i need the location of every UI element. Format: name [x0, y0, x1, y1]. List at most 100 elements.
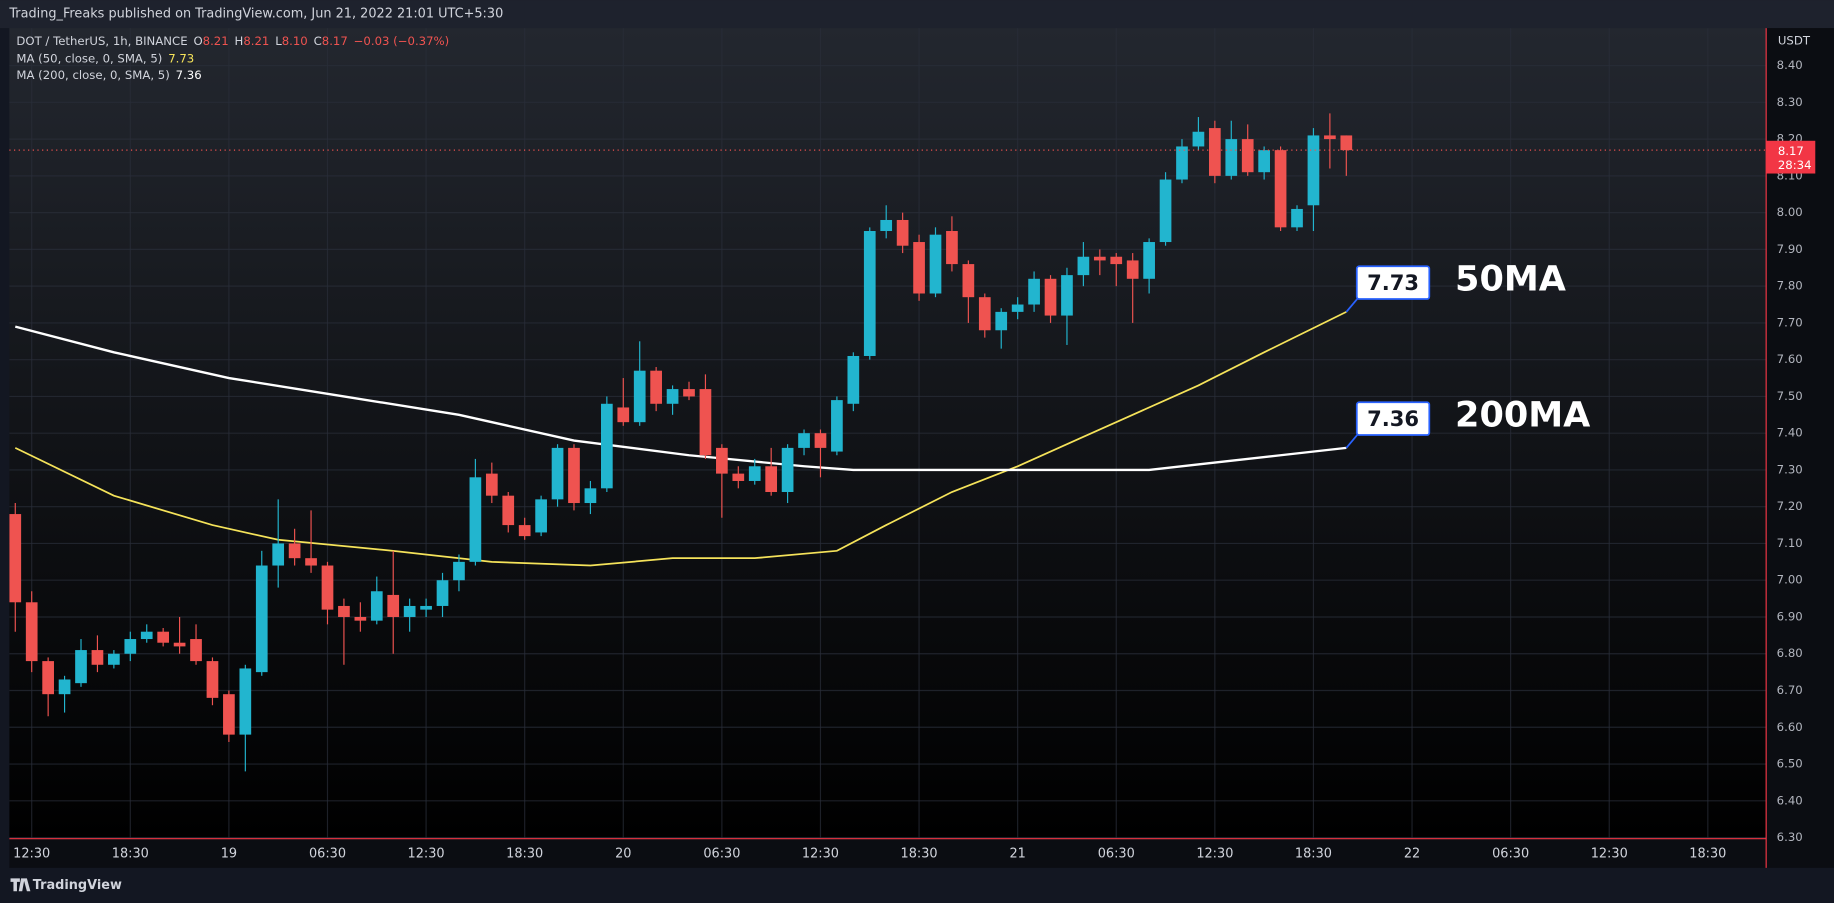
candle-body [25, 602, 38, 662]
legend-ma-name: MA (200, close, 0, SMA, 5) [16, 67, 169, 81]
y-tick-label: 7.40 [1777, 426, 1803, 440]
candle-body [633, 370, 646, 423]
candle-body [683, 389, 695, 397]
legend-ma-value: 7.36 [176, 67, 202, 81]
candle-body [157, 631, 170, 643]
time-axis-area [9, 838, 1767, 868]
candle-body [387, 594, 400, 617]
candle-body [469, 477, 482, 562]
candle-body [1225, 139, 1238, 176]
candle-body [1192, 131, 1205, 147]
candle-body [1028, 278, 1040, 305]
candle-body [831, 400, 843, 452]
candle-body [91, 650, 104, 665]
source-text: Trading_Freaks published on TradingView.… [8, 7, 503, 22]
candle-body [1209, 128, 1221, 176]
candle-body [1291, 208, 1303, 228]
candle-body [305, 558, 317, 566]
x-tick-label: 18:30 [901, 846, 938, 861]
candle-body [239, 668, 252, 735]
last-price-label: 8.17 [1778, 144, 1804, 158]
y-tick-label: 7.60 [1777, 352, 1803, 366]
callout-value: 7.36 [1367, 406, 1419, 431]
header-bar [0, 0, 1834, 29]
ohlc-value: 8.21 [203, 33, 229, 47]
x-tick-label: 20 [615, 846, 631, 861]
y-tick-label: 7.30 [1777, 462, 1803, 476]
brand-logo [10, 878, 31, 892]
x-tick-label: 06:30 [1098, 846, 1135, 861]
x-tick-label: 12:30 [13, 846, 50, 861]
legend-ma-value: 7.73 [168, 51, 194, 65]
candle-body [617, 407, 630, 423]
last-price-box [1766, 140, 1816, 174]
x-tick-label: 12:30 [408, 846, 445, 861]
y-tick-label: 8.30 [1777, 95, 1803, 109]
candle-body [896, 219, 909, 246]
y-tick-label: 6.80 [1777, 646, 1803, 660]
ohlc-value: 8.17 [322, 33, 348, 47]
currency: USDT [1778, 33, 1811, 47]
candle-body [354, 616, 367, 621]
y-tick-label: 6.60 [1777, 720, 1803, 734]
candle-body [732, 473, 745, 481]
y-tick-label: 8.40 [1777, 58, 1803, 72]
x-tick-label: 21 [1009, 846, 1025, 861]
callout-box [1355, 401, 1431, 436]
candle-body [173, 642, 186, 647]
candle-body [42, 661, 54, 695]
candle-body [716, 447, 728, 474]
x-tick-label: 06:30 [703, 846, 740, 861]
candle-body [814, 433, 827, 448]
candle-body [206, 661, 219, 698]
candle-body [913, 242, 925, 294]
y-tick-label: 6.90 [1777, 609, 1803, 623]
candle-body [370, 591, 383, 621]
y-tick-label: 7.80 [1777, 279, 1803, 293]
ohlc-key: C [314, 33, 322, 47]
x-tick-label: 18:30 [1295, 846, 1332, 861]
legend-row: MA (200, close, 0, SMA, 5) 7.36 [16, 67, 201, 81]
callout-title: 200MA [1455, 394, 1590, 435]
candle-body [584, 488, 597, 504]
candle-body [502, 495, 515, 526]
ohlc-value: 8.21 [243, 33, 269, 47]
x-tick-label: 22 [1404, 846, 1420, 861]
x-tick-label: 06:30 [1492, 846, 1529, 861]
candle-body [140, 631, 153, 640]
candle-body [847, 355, 860, 404]
x-tick-label: 18:30 [506, 846, 543, 861]
candle-body [666, 389, 679, 404]
candle-body [863, 231, 876, 356]
moving-average-line [14, 311, 1347, 567]
y-tick-label: 6.40 [1777, 793, 1803, 807]
candle-body [1061, 275, 1073, 316]
brand: TradingView [33, 878, 122, 893]
candle-body [650, 370, 662, 404]
candle-body [551, 447, 564, 500]
x-tick-label: 18:30 [112, 846, 149, 861]
candle-body [1159, 179, 1172, 243]
y-tick-label: 6.50 [1777, 757, 1803, 771]
candle-body [272, 543, 285, 566]
candle-body [403, 605, 416, 617]
y-tick-label: 7.50 [1777, 389, 1803, 403]
y-tick-label: 7.90 [1777, 242, 1803, 256]
candle-body [1324, 135, 1336, 140]
y-tick-label: 7.00 [1777, 573, 1803, 587]
candle-body [124, 639, 137, 654]
candle-body [1077, 256, 1090, 276]
callout-title: 50MA [1455, 258, 1566, 299]
x-tick-label: 12:30 [1196, 846, 1233, 861]
candle-body [1241, 139, 1254, 173]
callout-box [1355, 265, 1431, 300]
candle-body [1258, 150, 1270, 173]
candle-body [568, 447, 580, 504]
x-tick-label: 19 [221, 846, 237, 861]
candle-body [535, 499, 547, 533]
countdown-label: 28:34 [1778, 158, 1812, 172]
candle-body [765, 466, 778, 493]
candle-body [1307, 135, 1320, 206]
